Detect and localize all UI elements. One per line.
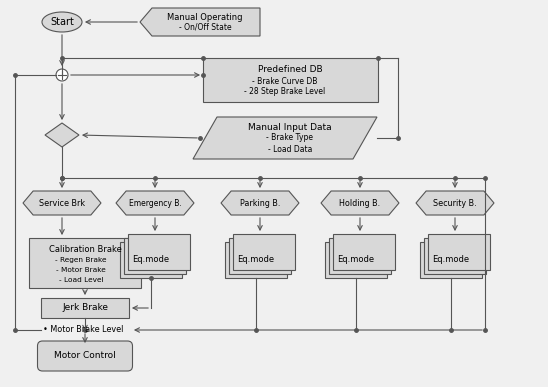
Polygon shape (45, 123, 79, 147)
Text: Eq.mode: Eq.mode (133, 255, 169, 264)
Text: Service Brk: Service Brk (39, 199, 85, 207)
Bar (41, 298, 129, 318)
Text: - Brake Type: - Brake Type (266, 134, 313, 142)
Text: - Load Data: - Load Data (268, 144, 312, 154)
Bar (124, 238, 186, 274)
Bar (325, 242, 387, 278)
Polygon shape (140, 8, 260, 36)
Text: Security B.: Security B. (433, 199, 477, 207)
Bar (225, 242, 287, 278)
Bar (233, 234, 295, 270)
Text: Eq.mode: Eq.mode (432, 255, 470, 264)
Text: Manual Input Data: Manual Input Data (248, 123, 332, 132)
Bar (229, 238, 291, 274)
Bar (424, 238, 486, 274)
Text: Manual Operating: Manual Operating (167, 12, 243, 22)
FancyBboxPatch shape (37, 341, 133, 371)
Bar (203, 58, 378, 102)
Bar (420, 242, 482, 278)
Polygon shape (416, 191, 494, 215)
Text: Start: Start (50, 17, 74, 27)
Text: - Brake Curve DB: - Brake Curve DB (252, 77, 318, 86)
Text: Eq.mode: Eq.mode (338, 255, 375, 264)
Text: • Motor Brake Level: • Motor Brake Level (43, 325, 123, 334)
Bar (329, 238, 391, 274)
Text: - Motor Brake: - Motor Brake (56, 267, 106, 273)
Text: Predefined DB: Predefined DB (258, 65, 322, 75)
Polygon shape (193, 117, 377, 159)
Polygon shape (116, 191, 194, 215)
Polygon shape (321, 191, 399, 215)
Bar (128, 234, 190, 270)
Ellipse shape (56, 69, 68, 81)
Text: Calibration Brake: Calibration Brake (49, 245, 122, 253)
Polygon shape (221, 191, 299, 215)
Polygon shape (23, 191, 101, 215)
Text: Parking B.: Parking B. (240, 199, 280, 207)
Text: Eq.mode: Eq.mode (237, 255, 275, 264)
Text: - On/Off State: - On/Off State (179, 22, 231, 31)
Text: - Load Level: - Load Level (59, 277, 104, 283)
Ellipse shape (42, 12, 82, 32)
Bar (428, 234, 490, 270)
Text: Holding B.: Holding B. (339, 199, 380, 207)
Text: Motor Control: Motor Control (54, 351, 116, 361)
Text: Jerk Brake: Jerk Brake (62, 303, 108, 312)
Text: - Regen Brake: - Regen Brake (55, 257, 107, 263)
Bar (29, 238, 141, 288)
Bar (120, 242, 182, 278)
Text: Emergency B.: Emergency B. (129, 199, 181, 207)
Text: - 28 Step Brake Level: - 28 Step Brake Level (244, 87, 326, 96)
Bar (333, 234, 395, 270)
